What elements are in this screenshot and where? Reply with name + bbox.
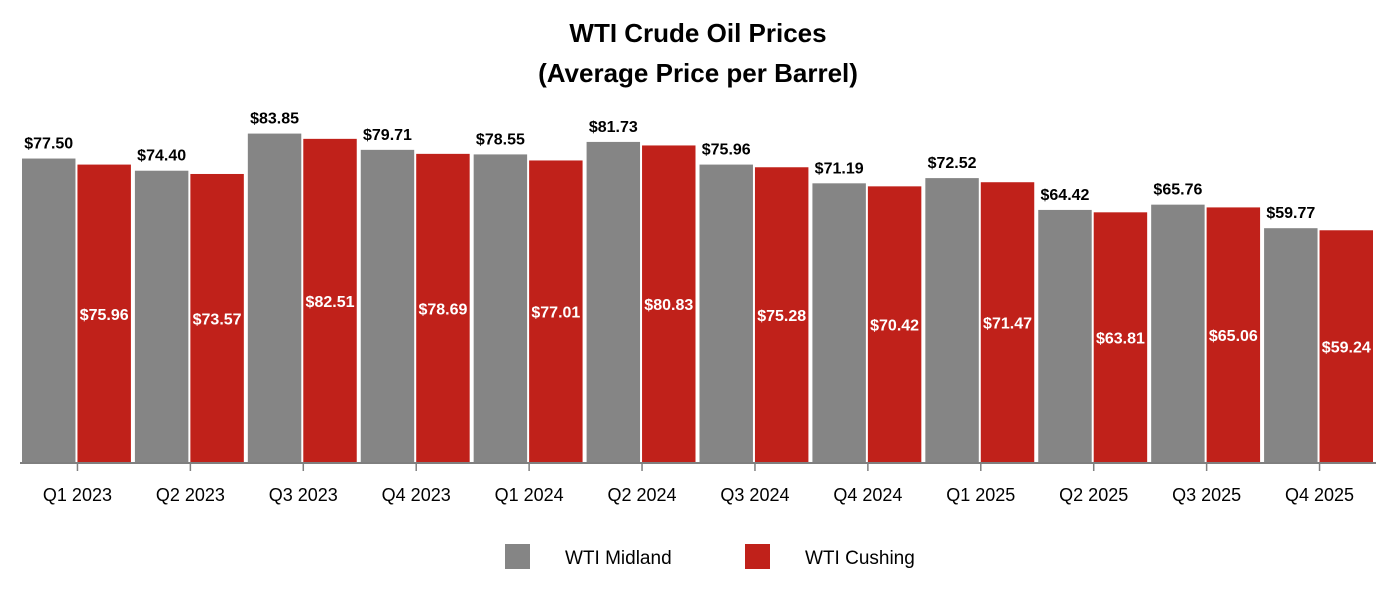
label-wti-midland-q4-2025: $59.77 bbox=[1266, 205, 1315, 222]
label-wti-cushing-q3-2023: $82.51 bbox=[306, 294, 355, 311]
bar-wti-midland-q4-2025 bbox=[1264, 228, 1318, 463]
label-wti-cushing-q3-2025: $65.06 bbox=[1209, 328, 1258, 345]
bar-wti-cushing-q3-2025 bbox=[1206, 207, 1261, 463]
bar-wti-cushing-q1-2025 bbox=[980, 182, 1035, 463]
label-wti-cushing-q3-2024: $75.28 bbox=[757, 308, 806, 325]
label-wti-cushing-q4-2024: $70.42 bbox=[870, 318, 919, 335]
bar-wti-cushing-q1-2023 bbox=[77, 164, 131, 464]
bar-wti-midland-q1-2023 bbox=[22, 158, 76, 464]
bar-wti-cushing-q4-2024 bbox=[867, 186, 922, 463]
x-tick-label: Q2 2025 bbox=[1059, 485, 1128, 505]
bar-wti-midland-q3-2025 bbox=[1151, 204, 1205, 463]
label-wti-midland-q3-2023: $83.85 bbox=[250, 111, 299, 128]
bar-wti-cushing-q3-2024 bbox=[754, 167, 809, 463]
bar-wti-cushing-q2-2024 bbox=[642, 145, 696, 464]
bar-wti-midland-q3-2024 bbox=[699, 164, 753, 464]
x-tick-label: Q2 2023 bbox=[156, 485, 225, 505]
label-wti-cushing-q2-2024: $80.83 bbox=[644, 297, 693, 314]
bar-wti-cushing-q4-2025 bbox=[1319, 230, 1373, 463]
bar-wti-cushing-q2-2023 bbox=[190, 173, 244, 463]
bar-wti-midland-q3-2023 bbox=[247, 133, 302, 463]
bar-wti-cushing-q4-2023 bbox=[416, 153, 470, 463]
bar-wti-midland-q2-2023 bbox=[134, 170, 189, 463]
label-wti-midland-q3-2024: $75.96 bbox=[702, 142, 751, 159]
legend-label-wti-cushing: WTI Cushing bbox=[805, 548, 915, 569]
x-tick-label: Q4 2024 bbox=[833, 485, 902, 505]
bars-group: $77.50 $75.96 $74.40 $73.57 $83.85 $82.51 $79.… bbox=[22, 111, 1373, 464]
bar-wti-midland-q1-2024 bbox=[473, 154, 528, 464]
label-wti-cushing-q1-2023: $75.96 bbox=[80, 307, 129, 324]
bar-wti-cushing-q3-2023 bbox=[303, 138, 357, 463]
x-axis-ticks: Q1 2023 Q2 2023 Q3 2023 Q4 2023 Q1 2024 Q2 20… bbox=[43, 463, 1354, 505]
bar-wti-cushing-q1-2024 bbox=[529, 160, 583, 464]
label-wti-cushing-q4-2023: $78.69 bbox=[418, 301, 467, 318]
label-wti-midland-q1-2025: $72.52 bbox=[928, 155, 977, 172]
label-wti-midland-q4-2024: $71.19 bbox=[815, 160, 864, 177]
bar-wti-midland-q4-2024 bbox=[812, 183, 866, 463]
label-wti-midland-q1-2024: $78.55 bbox=[476, 131, 525, 148]
legend-swatch-wti-midland bbox=[505, 544, 530, 569]
label-wti-cushing-q4-2025: $59.24 bbox=[1322, 340, 1371, 357]
x-tick-label: Q1 2023 bbox=[43, 485, 112, 505]
label-wti-midland-q1-2023: $77.50 bbox=[24, 136, 73, 153]
bar-wti-cushing-q2-2025 bbox=[1093, 212, 1148, 463]
label-wti-midland-q2-2025: $64.42 bbox=[1041, 187, 1090, 204]
chart-title-line-1: WTI Crude Oil Prices bbox=[569, 18, 826, 48]
bar-wti-midland-q2-2024 bbox=[586, 141, 641, 464]
label-wti-midland-q4-2023: $79.71 bbox=[363, 127, 412, 144]
label-wti-cushing-q1-2024: $77.01 bbox=[531, 305, 580, 322]
label-wti-cushing-q2-2023: $73.57 bbox=[193, 311, 242, 328]
label-wti-cushing-q2-2025: $63.81 bbox=[1096, 331, 1145, 348]
legend: WTI Midland WTI Cushing bbox=[505, 544, 915, 569]
bar-wti-midland-q4-2023 bbox=[360, 149, 415, 463]
label-wti-cushing-q1-2025: $71.47 bbox=[983, 316, 1032, 333]
x-tick-label: Q2 2024 bbox=[608, 485, 677, 505]
x-tick-label: Q4 2025 bbox=[1285, 485, 1354, 505]
x-tick-label: Q1 2025 bbox=[946, 485, 1015, 505]
x-tick-label: Q3 2023 bbox=[269, 485, 338, 505]
bar-wti-midland-q1-2025 bbox=[925, 178, 979, 463]
label-wti-midland-q2-2024: $81.73 bbox=[589, 119, 638, 136]
label-wti-midland-q3-2025: $65.76 bbox=[1153, 182, 1202, 199]
x-tick-label: Q1 2024 bbox=[495, 485, 564, 505]
legend-label-wti-midland: WTI Midland bbox=[565, 548, 672, 569]
x-tick-label: Q4 2023 bbox=[382, 485, 451, 505]
x-tick-label: Q3 2024 bbox=[720, 485, 789, 505]
x-tick-label: Q3 2025 bbox=[1172, 485, 1241, 505]
label-wti-midland-q2-2023: $74.40 bbox=[137, 148, 186, 165]
chart-title-line-2: (Average Price per Barrel) bbox=[538, 58, 858, 88]
bar-wti-midland-q2-2025 bbox=[1038, 209, 1092, 463]
legend-swatch-wti-cushing bbox=[745, 544, 770, 569]
